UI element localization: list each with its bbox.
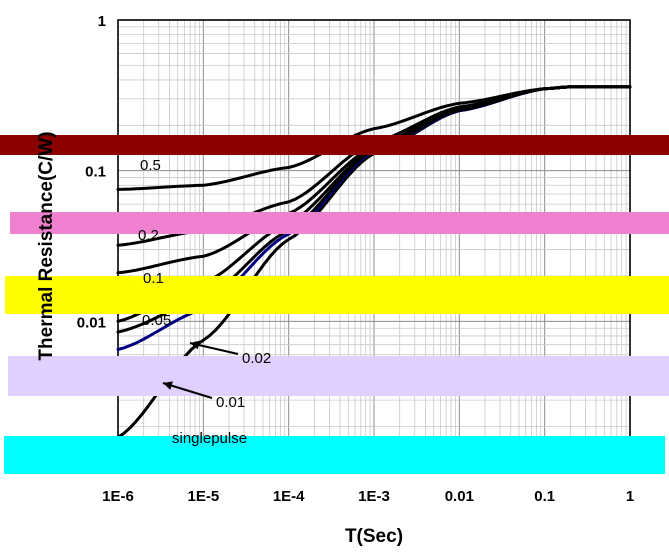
x-tick-label: 0.1 [534,488,555,505]
callout-arrow-head [190,340,200,350]
x-tick-label: 0.01 [445,488,474,505]
curve-label-0.01: 0.01 [216,394,245,411]
series-line-0.5 [116,85,632,191]
curve-label-0.1: 0.1 [143,270,164,287]
curve-label-0.02: 0.02 [242,350,271,367]
x-tick-label: 1 [626,488,634,505]
overlay-band-yellow [5,276,669,314]
x-tick-label: 1E-5 [187,488,219,505]
y-axis-title: Thermal Resistance(C/W) [36,131,57,360]
x-tick-label: 1E-4 [273,488,305,505]
curve-label-0.5: 0.5 [140,157,161,174]
y-tick-label: 1 [98,13,106,30]
labels-layer: 1E-6 1E-5 1E-4 1E-3 0.01 0.1 1 1 0.1 0.01 0.5 0.2 0.… [77,13,634,505]
x-tick-label: 1E-3 [358,488,390,505]
curve-label-singlepulse: singlepulse [172,430,247,447]
overlay-band-cyan [4,436,665,474]
y-tick-label: 0.1 [85,164,106,181]
overlay-layer [0,135,669,474]
y-tick-label: 0.01 [77,314,106,331]
curve-label-0.2: 0.2 [138,227,159,244]
overlay-band-lavender [8,356,669,396]
callout-arrow-head [163,381,173,390]
x-axis-title: T(Sec) [345,526,403,547]
overlay-band-dark-red [0,135,669,155]
curve-label-0.05: 0.05 [142,312,171,329]
x-tick-label: 1E-6 [102,488,134,505]
overlay-band-pink [10,212,669,234]
